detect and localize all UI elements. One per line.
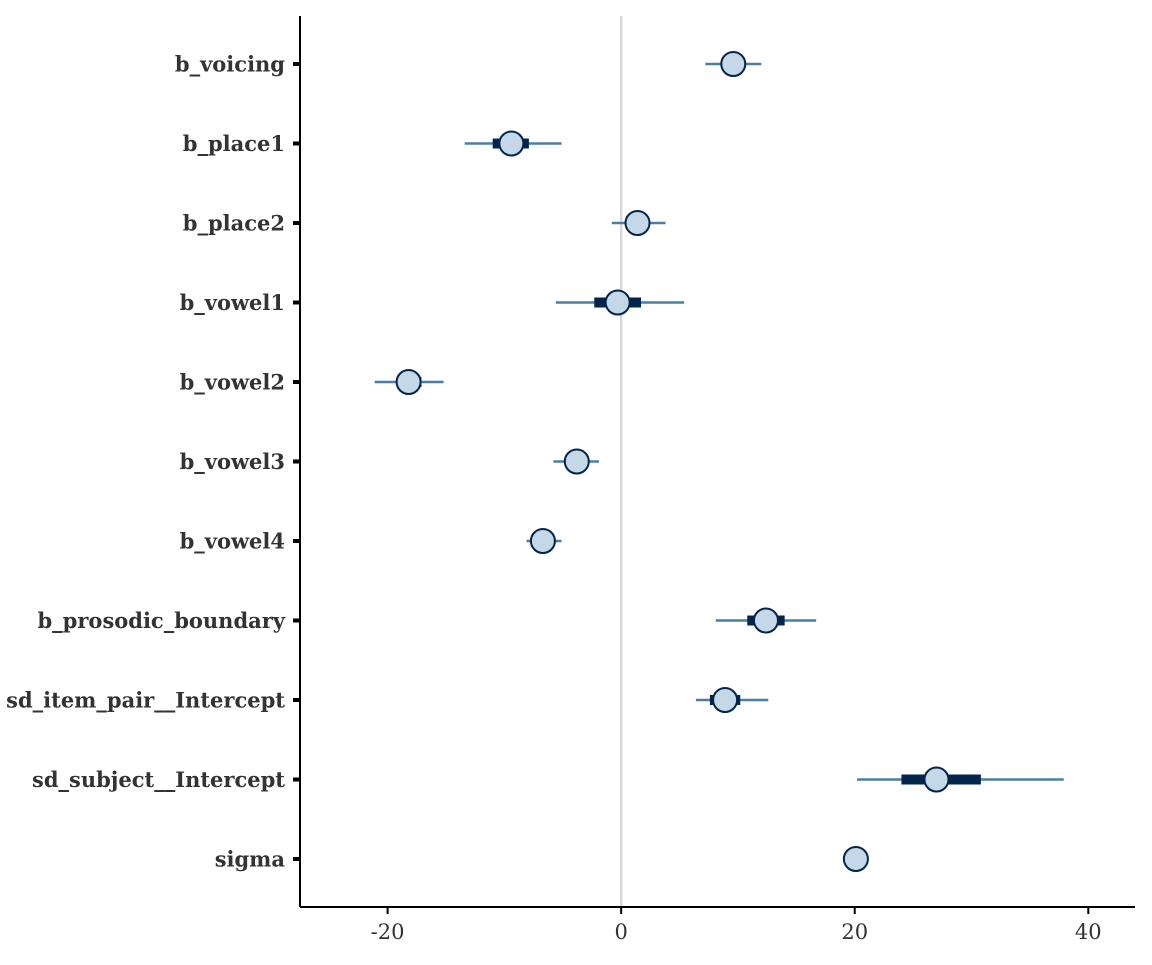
y-tick-label: b_place1	[183, 131, 285, 156]
point-estimate	[529, 528, 556, 554]
y-tick-label: b_voicing	[175, 52, 285, 77]
x-tick-label: 0	[614, 920, 627, 944]
y-tick-label: b_vowel3	[180, 449, 285, 474]
y-tick-label: b_vowel4	[180, 529, 285, 554]
point-estimate	[712, 687, 739, 713]
y-tick-label: b_vowel1	[180, 290, 285, 315]
y-tick-label: b_prosodic_boundary	[38, 608, 286, 633]
y-tick-label: b_vowel2	[180, 370, 285, 395]
x-tick-label: 40	[1075, 920, 1102, 944]
point-estimate	[395, 369, 422, 395]
y-tick-label: sd_subject__Intercept	[32, 767, 285, 792]
x-tick-label: 20	[841, 920, 868, 944]
point-estimate	[752, 607, 779, 634]
point-estimate	[923, 766, 950, 793]
point-estimate	[842, 846, 869, 872]
x-tick-label: -20	[371, 920, 405, 944]
y-tick-label: sigma	[215, 847, 286, 872]
point-estimate	[604, 289, 631, 316]
point-estimate	[563, 448, 590, 475]
y-tick-label: b_place2	[183, 211, 285, 236]
point-estimate	[624, 210, 651, 236]
point-estimate	[720, 51, 747, 77]
point-estimate	[498, 130, 525, 157]
y-tick-label: sd_item_pair__Intercept	[6, 688, 285, 713]
